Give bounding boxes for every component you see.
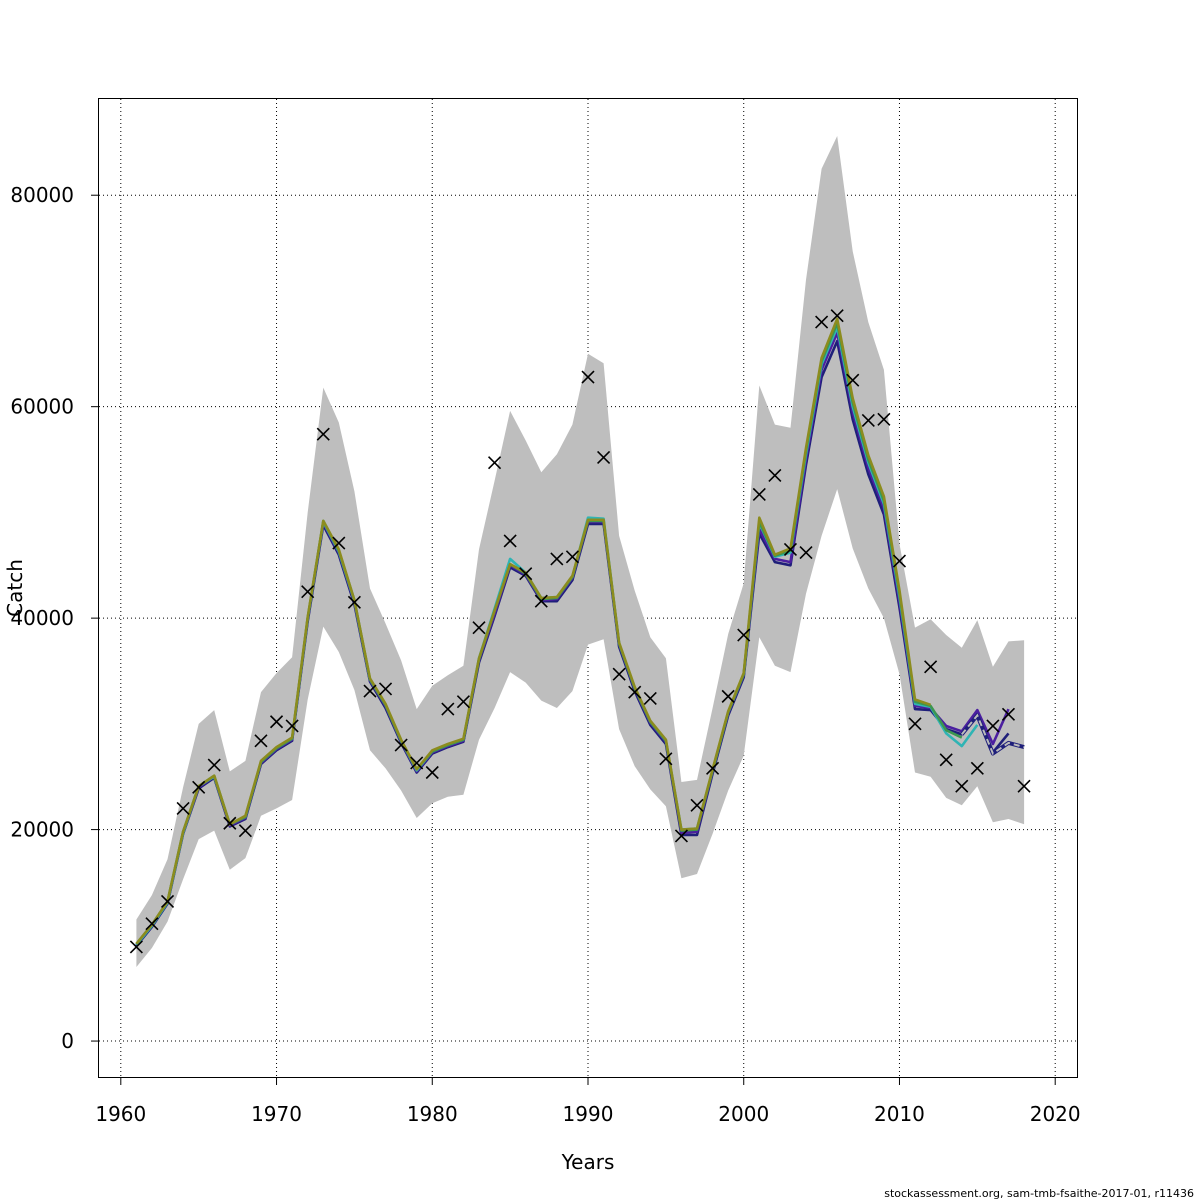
observed-point-2009 (877, 412, 891, 426)
observed-point-1973 (316, 427, 330, 441)
series-line-run-dashed (961, 713, 1025, 756)
observed-point-2016 (986, 719, 1000, 733)
observed-point-1969 (254, 734, 268, 748)
observed-point-1989 (565, 550, 579, 564)
observed-point-1991 (597, 450, 611, 464)
observed-point-2003 (783, 542, 798, 556)
series-lines-group (135, 317, 1025, 947)
y-axis-title: Catch (3, 559, 27, 617)
observed-point-1964 (176, 801, 190, 816)
observed-point-2013 (939, 753, 953, 767)
observed-point-2017 (1001, 707, 1016, 721)
x-tick-label-1980: 1980 (407, 1102, 458, 1126)
y-tick-label-80000: 80000 (10, 183, 74, 207)
observed-point-1999 (721, 689, 735, 703)
observed-point-2004 (799, 546, 813, 560)
observed-point-1993 (628, 685, 642, 699)
y-tick-label-60000: 60000 (10, 395, 74, 419)
y-tick-label-40000: 40000 (10, 606, 74, 630)
observed-point-1962 (145, 917, 159, 931)
observed-point-1994 (643, 691, 657, 706)
x-tick-label-1960: 1960 (95, 1102, 146, 1126)
series-line-run-olive (135, 317, 932, 945)
observed-point-1997 (690, 798, 704, 812)
x-tick-label-1990: 1990 (563, 1102, 614, 1126)
observed-point-1967 (223, 816, 237, 830)
observed-point-1976 (363, 684, 377, 698)
observed-point-1963 (160, 894, 175, 909)
observed-markers-group (129, 309, 1031, 954)
observed-point-1979 (410, 756, 424, 770)
observed-point-1966 (207, 758, 221, 772)
observed-point-1961 (129, 940, 143, 954)
observed-point-2005 (815, 315, 829, 329)
observed-point-1986 (519, 567, 533, 581)
observed-point-1975 (347, 595, 361, 609)
observed-point-1970 (269, 715, 284, 729)
observed-point-1996 (674, 829, 689, 843)
y-tick-label-20000: 20000 (10, 818, 74, 842)
x-tick-label-1970: 1970 (251, 1102, 302, 1126)
observed-point-1982 (456, 695, 470, 709)
observed-point-1995 (659, 752, 673, 766)
observed-point-1985 (503, 534, 517, 548)
observed-point-1984 (487, 456, 502, 470)
observed-point-1990 (581, 370, 595, 384)
observed-point-1971 (285, 719, 299, 733)
observed-point-2010 (892, 554, 907, 568)
observed-point-2015 (970, 761, 984, 775)
observed-point-1972 (301, 585, 315, 599)
observed-point-2008 (861, 413, 875, 427)
observed-point-1965 (192, 780, 206, 794)
x-tick-label-2000: 2000 (718, 1102, 769, 1126)
observed-point-1987 (534, 594, 548, 608)
observed-point-1983 (472, 621, 486, 635)
observed-point-2000 (737, 628, 751, 642)
x-axis-title: Years (561, 1150, 615, 1174)
observed-point-1980 (425, 765, 439, 780)
observed-point-2007 (846, 373, 860, 387)
observed-point-2001 (752, 487, 766, 501)
x-tick-label-2010: 2010 (874, 1102, 925, 1126)
observed-point-1988 (550, 552, 564, 566)
observed-point-1981 (441, 702, 455, 716)
observed-point-1977 (378, 682, 393, 696)
observed-point-1974 (332, 536, 346, 550)
observed-point-2002 (768, 468, 782, 482)
footer-credit: stockassessment.org, sam-tmb-fsaithe-201… (884, 1187, 1194, 1200)
observed-point-1992 (612, 667, 626, 681)
observed-point-1978 (394, 738, 408, 752)
observed-point-2011 (908, 717, 922, 731)
y-tick-label-0: 0 (61, 1029, 74, 1053)
observed-point-2012 (924, 660, 938, 674)
observed-point-1998 (706, 761, 720, 775)
observed-point-2014 (955, 779, 969, 793)
axes-group: 1960 1970 1980 1990 2000 2010 2020 0 20000 40000 6… (10, 183, 1080, 1126)
observed-point-2018 (1017, 779, 1031, 793)
observed-point-2006 (830, 309, 844, 323)
observed-point-1968 (238, 824, 252, 838)
x-tick-label-2020: 2020 (1030, 1102, 1081, 1126)
